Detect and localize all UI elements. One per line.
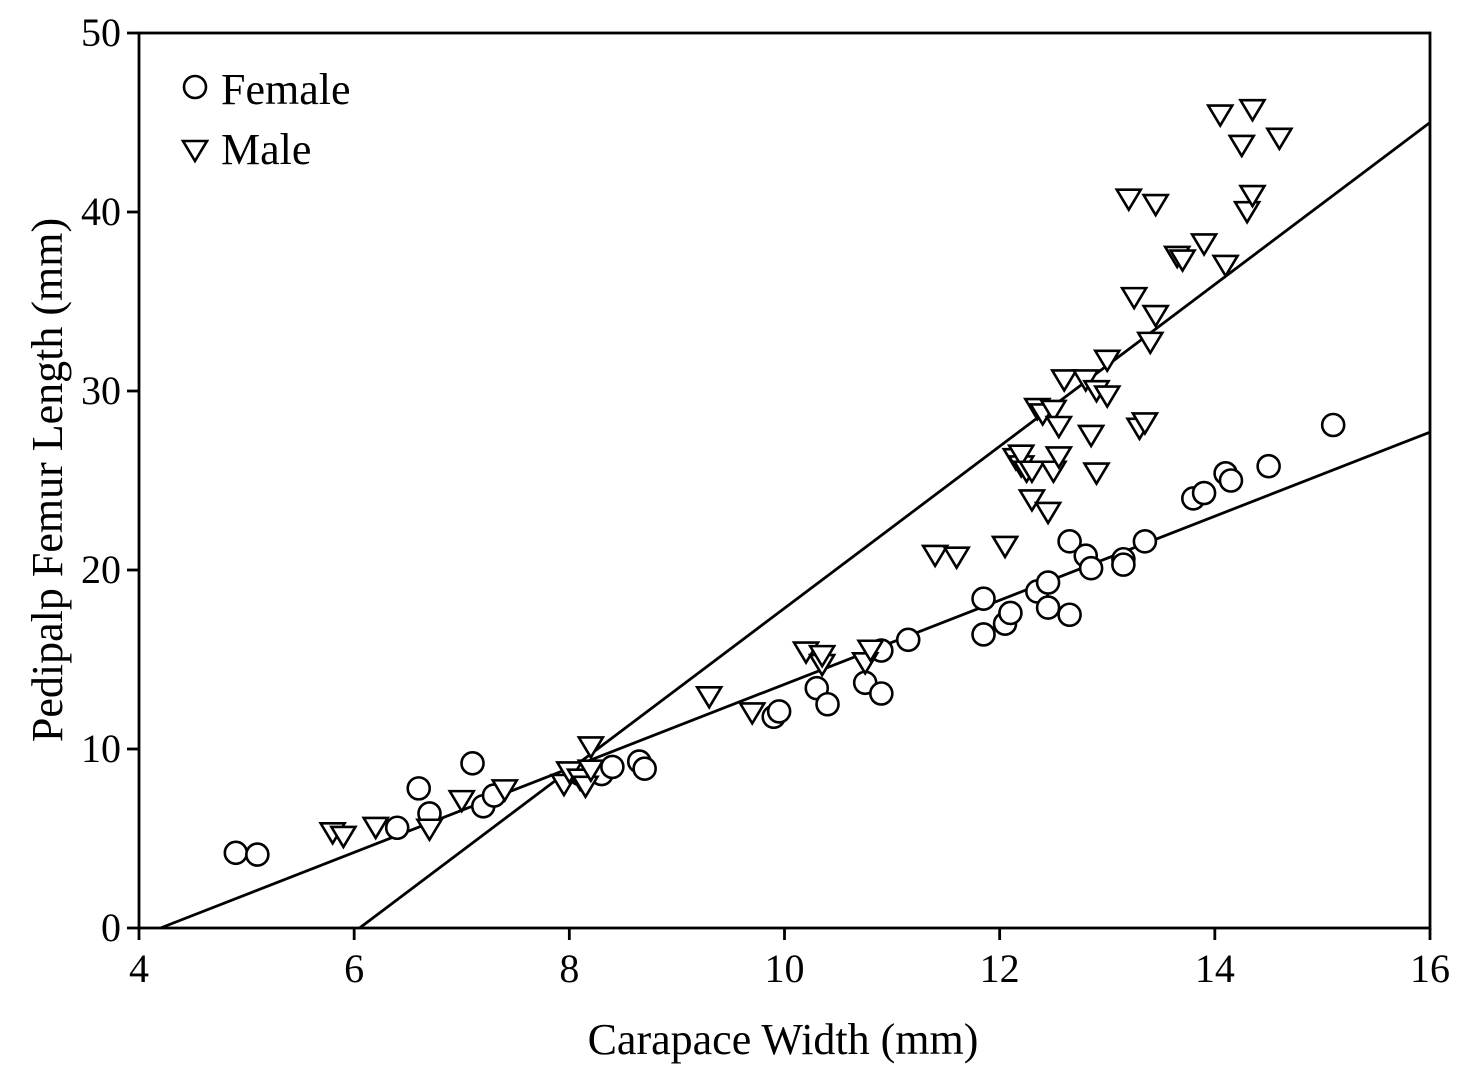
y-tick-label: 30 bbox=[81, 368, 121, 413]
point-female bbox=[1057, 602, 1082, 628]
point-male bbox=[1092, 349, 1122, 374]
point-male bbox=[1141, 304, 1170, 329]
point-male bbox=[1114, 188, 1144, 213]
point-male bbox=[1211, 254, 1240, 279]
point-male bbox=[1082, 462, 1111, 487]
regression-lines bbox=[160, 121, 1431, 930]
fit-line-female bbox=[160, 430, 1431, 930]
point-male bbox=[1119, 286, 1149, 311]
point-female bbox=[1057, 529, 1082, 554]
fit-line-male bbox=[358, 121, 1431, 930]
x-tick-label: 16 bbox=[1410, 946, 1450, 991]
y-tick-label: 50 bbox=[81, 10, 121, 55]
point-female bbox=[1078, 555, 1104, 581]
point-female bbox=[1111, 552, 1136, 577]
point-male bbox=[447, 789, 477, 814]
point-female bbox=[245, 842, 270, 867]
point-male bbox=[490, 779, 520, 803]
legend-female-label: Female bbox=[221, 65, 351, 114]
point-female bbox=[600, 754, 625, 780]
point-female bbox=[815, 691, 840, 717]
point-female bbox=[1218, 468, 1244, 493]
point-female bbox=[1320, 412, 1346, 438]
point-male bbox=[1168, 249, 1197, 274]
point-male bbox=[1238, 98, 1267, 123]
point-female bbox=[998, 600, 1023, 626]
point-male bbox=[920, 544, 950, 569]
point-male bbox=[737, 702, 767, 726]
point-male bbox=[1141, 193, 1170, 218]
point-male bbox=[1265, 127, 1294, 152]
point-male bbox=[1092, 385, 1122, 410]
point-female bbox=[1256, 453, 1281, 479]
point-male bbox=[329, 825, 358, 850]
point-male bbox=[1039, 399, 1068, 424]
point-male bbox=[361, 816, 390, 841]
point-female bbox=[895, 627, 921, 653]
y-tick-label: 0 bbox=[101, 905, 121, 950]
legend-male-marker bbox=[180, 139, 210, 164]
x-axis-label: Carapace Width (mm) bbox=[588, 1015, 979, 1064]
x-tick-label: 8 bbox=[559, 946, 579, 991]
point-male bbox=[1130, 412, 1160, 436]
point-male bbox=[1049, 369, 1079, 393]
x-tick-label: 4 bbox=[129, 946, 149, 991]
y-tick-label: 40 bbox=[81, 189, 121, 234]
x-tick-label: 10 bbox=[765, 946, 805, 991]
point-male bbox=[576, 736, 606, 760]
point-male bbox=[1017, 460, 1047, 485]
point-male bbox=[942, 546, 971, 571]
point-male bbox=[1017, 489, 1047, 513]
point-male bbox=[1205, 104, 1235, 129]
axis-ticks bbox=[127, 31, 1432, 940]
point-female bbox=[1035, 570, 1061, 595]
point-male bbox=[1189, 233, 1219, 257]
point-female bbox=[632, 756, 657, 781]
point-male bbox=[415, 818, 444, 843]
point-female bbox=[223, 840, 249, 866]
point-male bbox=[1076, 424, 1106, 449]
point-male bbox=[1135, 331, 1165, 356]
point-female bbox=[1191, 480, 1217, 506]
point-female bbox=[766, 699, 792, 724]
point-female bbox=[971, 586, 996, 611]
x-tick-label: 12 bbox=[980, 946, 1020, 991]
y-axis-label: Pedipalp Femur Length (mm) bbox=[23, 218, 72, 742]
point-female bbox=[869, 681, 894, 706]
x-tick-label: 6 bbox=[344, 946, 364, 991]
point-male bbox=[1044, 415, 1074, 440]
point-male bbox=[1227, 134, 1257, 159]
point-male bbox=[576, 759, 606, 784]
point-male bbox=[1044, 446, 1074, 470]
point-male bbox=[1006, 444, 1036, 469]
point-male bbox=[1033, 501, 1063, 526]
point-male bbox=[1238, 184, 1267, 209]
legend: Female Male bbox=[180, 65, 351, 174]
point-male bbox=[1232, 200, 1262, 225]
point-male bbox=[856, 639, 885, 664]
y-tick-label: 10 bbox=[81, 726, 121, 771]
point-male bbox=[807, 644, 837, 669]
point-female bbox=[384, 815, 410, 841]
y-tick-label: 20 bbox=[81, 547, 121, 592]
legend-male-label: Male bbox=[221, 125, 311, 174]
point-female bbox=[460, 751, 485, 776]
x-tick-label: 14 bbox=[1195, 946, 1235, 991]
plot-frame bbox=[137, 31, 1432, 930]
point-female bbox=[406, 776, 432, 801]
point-male bbox=[990, 535, 1020, 560]
data-points bbox=[223, 98, 1346, 867]
point-female bbox=[1132, 529, 1158, 554]
point-male bbox=[694, 685, 724, 710]
legend-female-marker bbox=[182, 74, 208, 100]
point-female bbox=[971, 622, 996, 647]
point-female bbox=[1035, 595, 1061, 620]
